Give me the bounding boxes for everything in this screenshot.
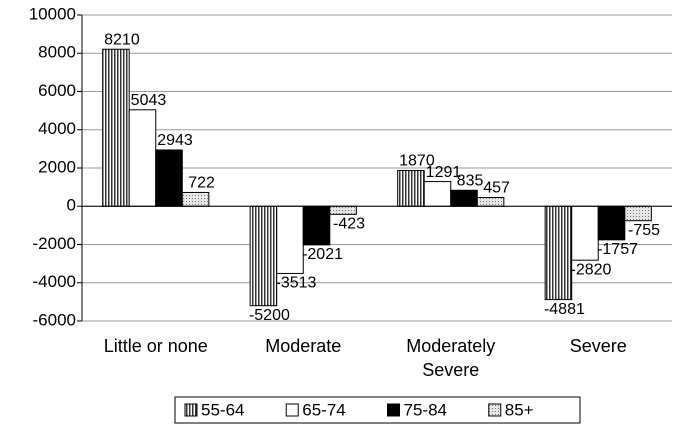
bar	[181, 191, 210, 207]
bar	[624, 205, 652, 222]
data-label: 835	[457, 172, 484, 189]
legend-label: 75-84	[404, 400, 447, 419]
data-label: 1870	[399, 153, 435, 170]
legend-swatch	[285, 403, 299, 417]
bar	[597, 205, 626, 241]
x-tick-label: Severe	[569, 336, 627, 356]
legend-box	[174, 396, 581, 424]
x-tick-label: Little or none	[103, 336, 208, 356]
bar	[544, 205, 573, 301]
data-label: 1291	[426, 164, 462, 181]
x-tick-label: Moderately Severe	[406, 336, 496, 380]
bar	[397, 169, 425, 207]
y-tick-label: 2000	[38, 157, 76, 176]
bar	[329, 205, 357, 215]
data-label: -5200	[249, 307, 290, 324]
bar	[423, 181, 452, 207]
data-label: -3513	[276, 275, 317, 292]
data-label: 2943	[157, 132, 193, 149]
legend-label: 65-74	[302, 400, 345, 419]
data-label: -4881	[544, 301, 585, 318]
data-label: -755	[628, 222, 660, 239]
y-tick-label: 6000	[38, 81, 76, 100]
bar	[276, 205, 304, 274]
legend-swatch	[387, 403, 400, 417]
data-label: 8210	[104, 31, 140, 48]
bar	[476, 197, 505, 207]
legend-swatch	[184, 403, 198, 417]
data-label: -2820	[571, 261, 612, 278]
x-tick-label: Moderate	[265, 336, 342, 356]
data-label: 5043	[131, 92, 167, 109]
bar	[249, 205, 278, 307]
bar	[571, 205, 599, 261]
data-label: -2021	[302, 246, 343, 263]
y-tick-label: 8000	[38, 43, 76, 62]
data-label: 722	[188, 175, 215, 192]
bar	[302, 205, 331, 246]
y-tick-label: 0	[67, 196, 76, 215]
bar	[102, 48, 130, 207]
legend-label: 85+	[505, 400, 534, 419]
y-tick-label: 10000	[29, 4, 76, 23]
legend-swatch	[488, 403, 502, 417]
bar	[155, 149, 183, 207]
y-tick-label: 4000	[38, 119, 76, 138]
data-label: 457	[483, 180, 510, 197]
y-tick-label: -6000	[33, 310, 76, 329]
bar	[128, 109, 157, 207]
data-label: -423	[333, 216, 365, 233]
bar	[450, 189, 478, 207]
y-tick-label: -2000	[33, 234, 76, 253]
data-label: -1757	[597, 241, 638, 258]
y-tick-label: -4000	[33, 272, 76, 291]
legend-label: 55-64	[201, 400, 244, 419]
